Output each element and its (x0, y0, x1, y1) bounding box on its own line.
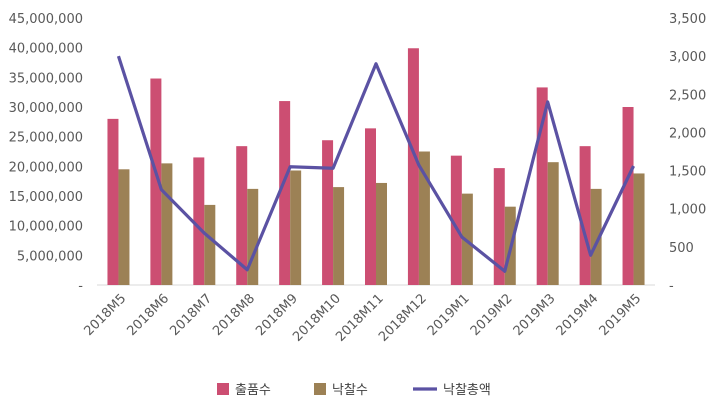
legend-label: 낙찰총액 (443, 383, 491, 398)
right-axis-tick-label: 1,500 (669, 165, 706, 180)
left-axis-tick-label: 30,000,000 (9, 101, 83, 116)
x-axis-category-label: 2018M7 (167, 291, 215, 339)
bar-winning-count (376, 182, 387, 285)
bar-exhibit-count (279, 101, 291, 285)
x-axis-category-label: 2018M6 (124, 291, 172, 339)
x-axis-category-label: 2018M5 (82, 291, 130, 339)
right-axis-tick-label: 2,000 (669, 126, 706, 141)
left-axis-tick-label: 35,000,000 (9, 71, 83, 86)
x-axis-category-label: 2019M3 (511, 291, 559, 339)
bar-exhibit-count (622, 107, 634, 285)
bar-exhibit-count (150, 78, 162, 286)
left-axis-tick-label: 10,000,000 (9, 220, 83, 235)
left-axis-tick-label: 45,000,000 (9, 12, 83, 27)
bar-winning-count (333, 187, 345, 285)
bar-exhibit-count (236, 146, 248, 285)
bar-exhibit-count (493, 168, 505, 285)
legend-swatch-winning-count (314, 383, 326, 395)
x-axis-category-label: 2018M8 (210, 291, 258, 339)
bar-exhibit-count (450, 155, 462, 285)
x-axis-category-label: 2019M2 (468, 291, 516, 339)
x-axis-category-label: 2019M1 (425, 291, 473, 339)
bar-exhibit-count (536, 87, 548, 285)
bar-winning-count (590, 188, 602, 285)
bar-winning-count (247, 188, 259, 285)
bar-winning-count (204, 204, 216, 285)
bar-winning-count (118, 169, 130, 285)
left-axis-tick-label: - (78, 279, 83, 294)
left-axis-tick-label: 40,000,000 (9, 42, 83, 57)
right-axis-tick-label: 500 (669, 241, 694, 256)
x-axis-category-label: 2019M5 (597, 291, 645, 339)
bar-winning-count (547, 162, 559, 285)
left-axis-tick-label: 15,000,000 (9, 190, 83, 205)
bar-winning-count (290, 170, 302, 285)
right-axis-tick-label: - (669, 279, 674, 294)
left-axis-tick-label: 25,000,000 (9, 131, 83, 146)
bar-winning-count (161, 163, 173, 285)
bar-winning-count (633, 173, 645, 285)
bar-exhibit-count (107, 118, 119, 285)
right-axis-tick-label: 3,500 (669, 12, 706, 27)
bar-exhibit-count (322, 140, 334, 285)
legend-label: 출품수 (235, 383, 271, 398)
line-total-winning-amount (116, 55, 635, 273)
right-axis-tick-label: 3,000 (669, 50, 706, 65)
right-axis-tick-label: 1,000 (669, 203, 706, 218)
bar-exhibit-count (579, 146, 591, 285)
bar-exhibit-count (193, 157, 205, 285)
left-axis-tick-label: 5,000,000 (17, 249, 83, 264)
x-axis-category-label: 2019M4 (554, 291, 602, 339)
bar-winning-count (418, 151, 430, 285)
bar-exhibit-count (407, 48, 419, 286)
legend-label: 낙찰수 (332, 383, 368, 398)
right-axis-tick-label: 2,500 (669, 88, 706, 103)
legend-swatch-exhibit-count (217, 383, 229, 395)
bar-exhibit-count (365, 128, 376, 285)
left-axis-tick-label: 20,000,000 (9, 160, 83, 175)
